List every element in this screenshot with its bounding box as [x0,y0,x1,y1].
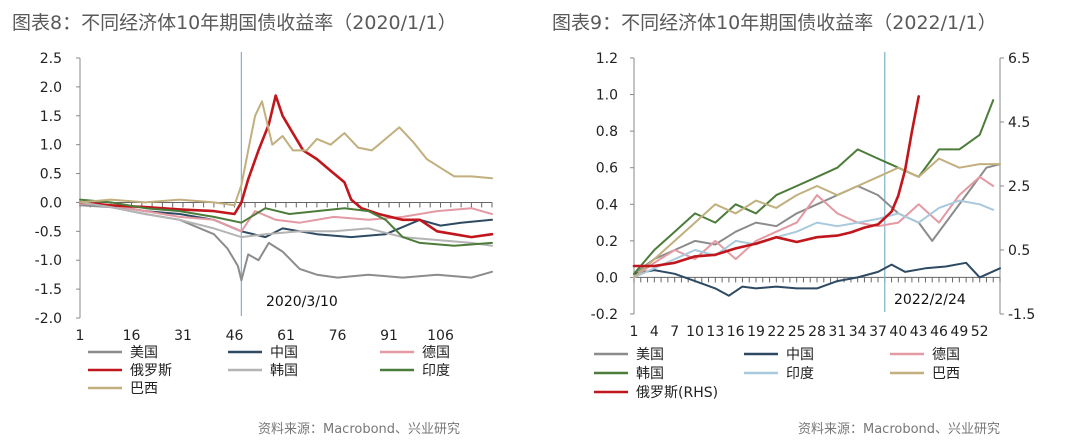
x-tick-label: 91 [380,328,398,344]
y-tick-label: -2.0 [35,311,62,327]
y2-tick-label: 4.5 [1008,115,1030,131]
x-tick-label: 16 [727,324,745,340]
x-tick-label: 61 [277,328,295,344]
x-tick-label: 7 [670,324,679,340]
series-line [79,201,493,247]
x-tick-label: 31 [174,328,192,344]
series-line [79,198,493,247]
x-tick-label: 10 [686,324,704,340]
chart-panel-left: 图表8：不同经济体10年期国债收益率（2020/1/1） 2.5 2.0 1.5 1.… [12,12,494,437]
y2-tick-label: 0.5 [1008,243,1030,259]
y-tick-label: 1.2 [596,51,618,67]
x-tick-label: 19 [747,324,765,340]
y-tick-label: 2.5 [40,51,62,67]
x-tick-label: 52 [971,324,989,340]
y2-tick-label: 6.5 [1008,51,1030,67]
x-tick-label: 37 [869,324,887,340]
legend-label: 巴西 [932,366,960,382]
y-tick-label: 0.5 [40,167,62,183]
y-tick-label: 0.0 [40,195,62,211]
x-tick-label: 1 [76,328,85,344]
x-tick-label: 106 [427,328,454,344]
event-annotation: 2020/3/10 [266,294,338,310]
y-tick-label: -0.5 [35,224,62,240]
x-tick-label: 46 [930,324,948,340]
series-line [633,163,1001,275]
y-tick-label: 1.5 [40,109,62,125]
y-tick-label: 0.4 [596,197,618,213]
line-chart-left: 2.5 2.0 1.5 1.0 0.5 0.0 -0.5 -1.0 -1.5 -2.0 1 16 31 4… [35,51,494,397]
y2-tick-label: 2.5 [1008,179,1030,195]
x-tick-label: 22 [767,324,785,340]
series-line [79,202,493,233]
series-line [633,175,995,279]
x-tick-label: 40 [889,324,907,340]
legend-label: 俄罗斯 [130,363,172,379]
legend-label: 印度 [786,366,814,382]
chart-title: 图表8：不同经济体10年期国债收益率（2020/1/1） [12,12,457,34]
legend-label: 韩国 [270,363,298,379]
x-tick-label: 1 [630,324,639,340]
legend-label: 美国 [130,345,158,361]
legend-label: 俄罗斯(RHS) [636,385,718,401]
series-line [632,95,920,268]
legend-label: 德国 [932,347,960,363]
legend-label: 印度 [422,363,450,379]
x-tick-label: 4 [650,324,659,340]
y2-tick-label: -1.5 [1008,307,1035,323]
legend-label: 韩国 [636,366,664,382]
y-tick-label: 0.6 [596,161,618,177]
legend-label: 巴西 [130,381,158,397]
legend-label: 德国 [422,345,450,361]
legend-label: 美国 [636,347,664,363]
x-tick-label: 34 [849,324,867,340]
y-tick-label: 0.8 [596,124,618,140]
legend-label: 中国 [786,347,814,363]
legend-label: 中国 [270,345,298,361]
series-line [78,94,494,239]
x-tick-label: 43 [910,324,928,340]
x-tick-label: 25 [788,324,806,340]
series-line [633,157,1001,279]
x-tick-label: 16 [123,328,141,344]
y-tick-label: -0.2 [591,307,618,323]
x-tick-label: 46 [226,328,244,344]
event-annotation: 2022/2/24 [894,292,966,308]
series-line [633,199,995,279]
x-tick-label: 28 [808,324,826,340]
chart-panel-right: 图表9：不同经济体10年期国债收益率（2022/1/1） 1.2 1.0 0.8 0.… [540,0,1080,448]
chart-title: 图表9：不同经济体10年期国债收益率（2022/1/1） [552,12,997,34]
x-tick-label: 31 [828,324,846,340]
series-line [633,99,995,275]
x-tick-label: 49 [950,324,968,340]
source-note: 资料来源：Macrobond、兴业研究 [798,422,1001,437]
x-tick-label: 13 [706,324,724,340]
y-tick-label: 2.0 [40,80,62,96]
y-tick-label: -1.0 [35,253,62,269]
x-tick-label: 76 [329,328,347,344]
y-tick-label: 1.0 [596,88,618,104]
line-chart-right: 1.2 1.0 0.8 0.6 0.4 0.2 0.0 -0.2 6.5 4.5 2.5 0.5 -1.… [591,51,1036,401]
y-tick-label: 0.0 [596,270,618,286]
series-line [633,261,1001,297]
series-line [79,100,493,207]
y-tick-label: 0.2 [596,234,618,250]
y-tick-label: -1.5 [35,282,62,298]
y-tick-label: 1.0 [40,138,62,154]
source-note: 资料来源：Macrobond、兴业研究 [258,422,461,437]
